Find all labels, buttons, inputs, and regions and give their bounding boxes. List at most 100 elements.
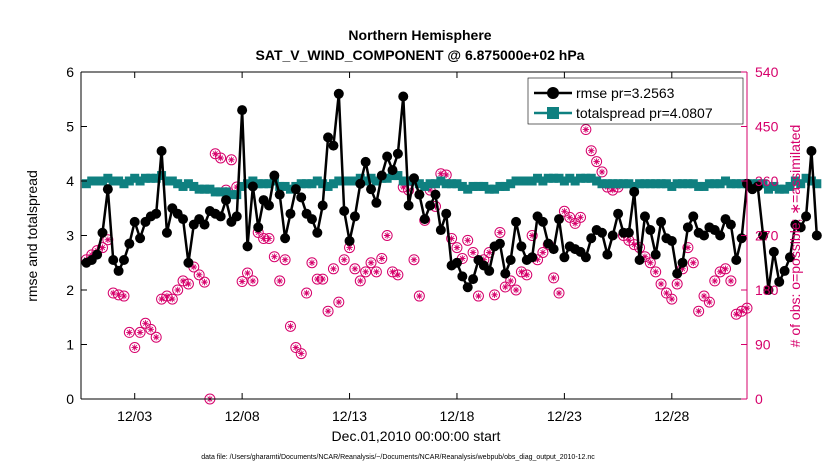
obs-assimilated-point [727,277,735,285]
obs-assimilated-point [534,256,541,263]
totalspread-point [758,179,768,189]
obs-possible-point [199,276,211,288]
totalspread-point [769,181,779,191]
obs-possible-point [510,284,522,296]
obs-possible-point [526,230,538,241]
obs-possible-point [575,211,586,223]
totalspread-point [785,181,795,191]
obs-possible-point [268,251,280,263]
totalspread-point [618,179,628,189]
obs-assimilated-point [432,203,439,210]
rmse-point [269,170,280,181]
totalspread-point [280,181,290,191]
totalspread-point [715,179,725,189]
rmse-point [795,222,806,233]
obs-possible-point [553,287,565,299]
obs-assimilated-point [271,253,278,260]
totalspread-point [452,179,462,189]
rmse-point [779,265,790,276]
obs-assimilated-point [346,244,353,251]
obs-assimilated-point [716,268,724,276]
obs-assimilated-point [378,255,385,262]
obs-assimilated-point [528,232,536,239]
rmse-point [607,230,618,241]
rmse-point [376,170,387,181]
y-left-tick-label: 3 [66,228,74,244]
obs-possible-point [472,290,484,302]
y-right-tick-label: 90 [755,337,771,353]
rmse-point [392,148,403,159]
totalspread-point [801,173,811,183]
x-tick-label: 12/18 [439,408,474,424]
totalspread-point [108,176,118,186]
rmse-point [451,257,462,268]
totalspread-point [345,176,355,186]
rmse-point [285,208,296,219]
totalspread-point [538,176,548,186]
x-tick-label: 12/28 [654,408,689,424]
obs-assimilated-point [169,295,176,303]
rmse-point [639,211,650,222]
obs-possible-point [338,254,350,266]
rmse-point [156,146,167,157]
totalspread-point [130,173,140,183]
obs-possible-point [537,246,549,258]
rmse-point [586,233,597,244]
obs-assimilated-point [212,150,219,157]
obs-assimilated-point [217,154,224,162]
totalspread-point [710,179,720,189]
rmse-point [419,214,430,225]
totalspread-point [420,181,430,191]
y-right-tick-label: 270 [755,228,779,244]
totalspread-point [533,173,543,183]
obs-assimilated-point [179,277,187,285]
obs-possible-point [129,342,141,354]
obs-assimilated-point [373,268,380,276]
x-tick-label: 12/03 [117,408,152,424]
totalspread-point [398,176,408,186]
rmse-point [178,214,189,225]
obs-possible-point [446,233,458,245]
obs-possible-point [193,269,205,281]
obs-possible-point [462,234,474,246]
rmse-point [462,282,473,293]
obs-assimilated-point [152,334,160,341]
rmse-point [247,181,258,192]
obs-possible-point [172,284,184,296]
legend: rmse pr=3.2563 totalspread pr=4.0807 [527,77,744,125]
obs-assimilated-point [657,280,665,288]
rmse-point [344,235,355,246]
obs-possible-point [467,246,479,258]
totalspread-point [597,179,607,189]
obs-assimilated-point [244,269,251,277]
totalspread-point [667,181,677,191]
rmse-point [634,255,645,266]
totalspread-point [565,173,575,183]
totalspread-point [699,181,709,191]
obs-assimilated-point [281,256,289,263]
rmse-point [715,230,726,241]
rmse-point [806,146,817,157]
obs-assimilated-point [308,259,316,266]
obs-possible-point [306,257,318,269]
rmse-point [425,200,436,211]
obs-assimilated-point [136,329,144,336]
chart-subtitle: SAT_V_WIND_COMPONENT @ 6.875000e+02 hPa [256,47,585,63]
legend-rmse-label: rmse pr=3.2563 [576,85,675,101]
rmse-point [409,173,419,184]
obs-assimilated-point [480,256,488,263]
obs-assimilated-point [104,236,112,243]
obs-possible-point [376,253,388,265]
obs-assimilated-point [400,183,407,191]
totalspread-point [656,179,666,189]
obs-possible-point [123,326,135,338]
totalspread-point [500,181,510,191]
obs-assimilated-point [738,307,745,315]
rmse-point [306,214,317,225]
y-left-tick-label: 6 [66,64,74,80]
rmse-point [511,216,522,227]
totalspread-point [790,176,800,186]
obs-assimilated-point [426,186,434,194]
totalspread-point [479,181,489,191]
obs-assimilated-point [625,237,633,244]
